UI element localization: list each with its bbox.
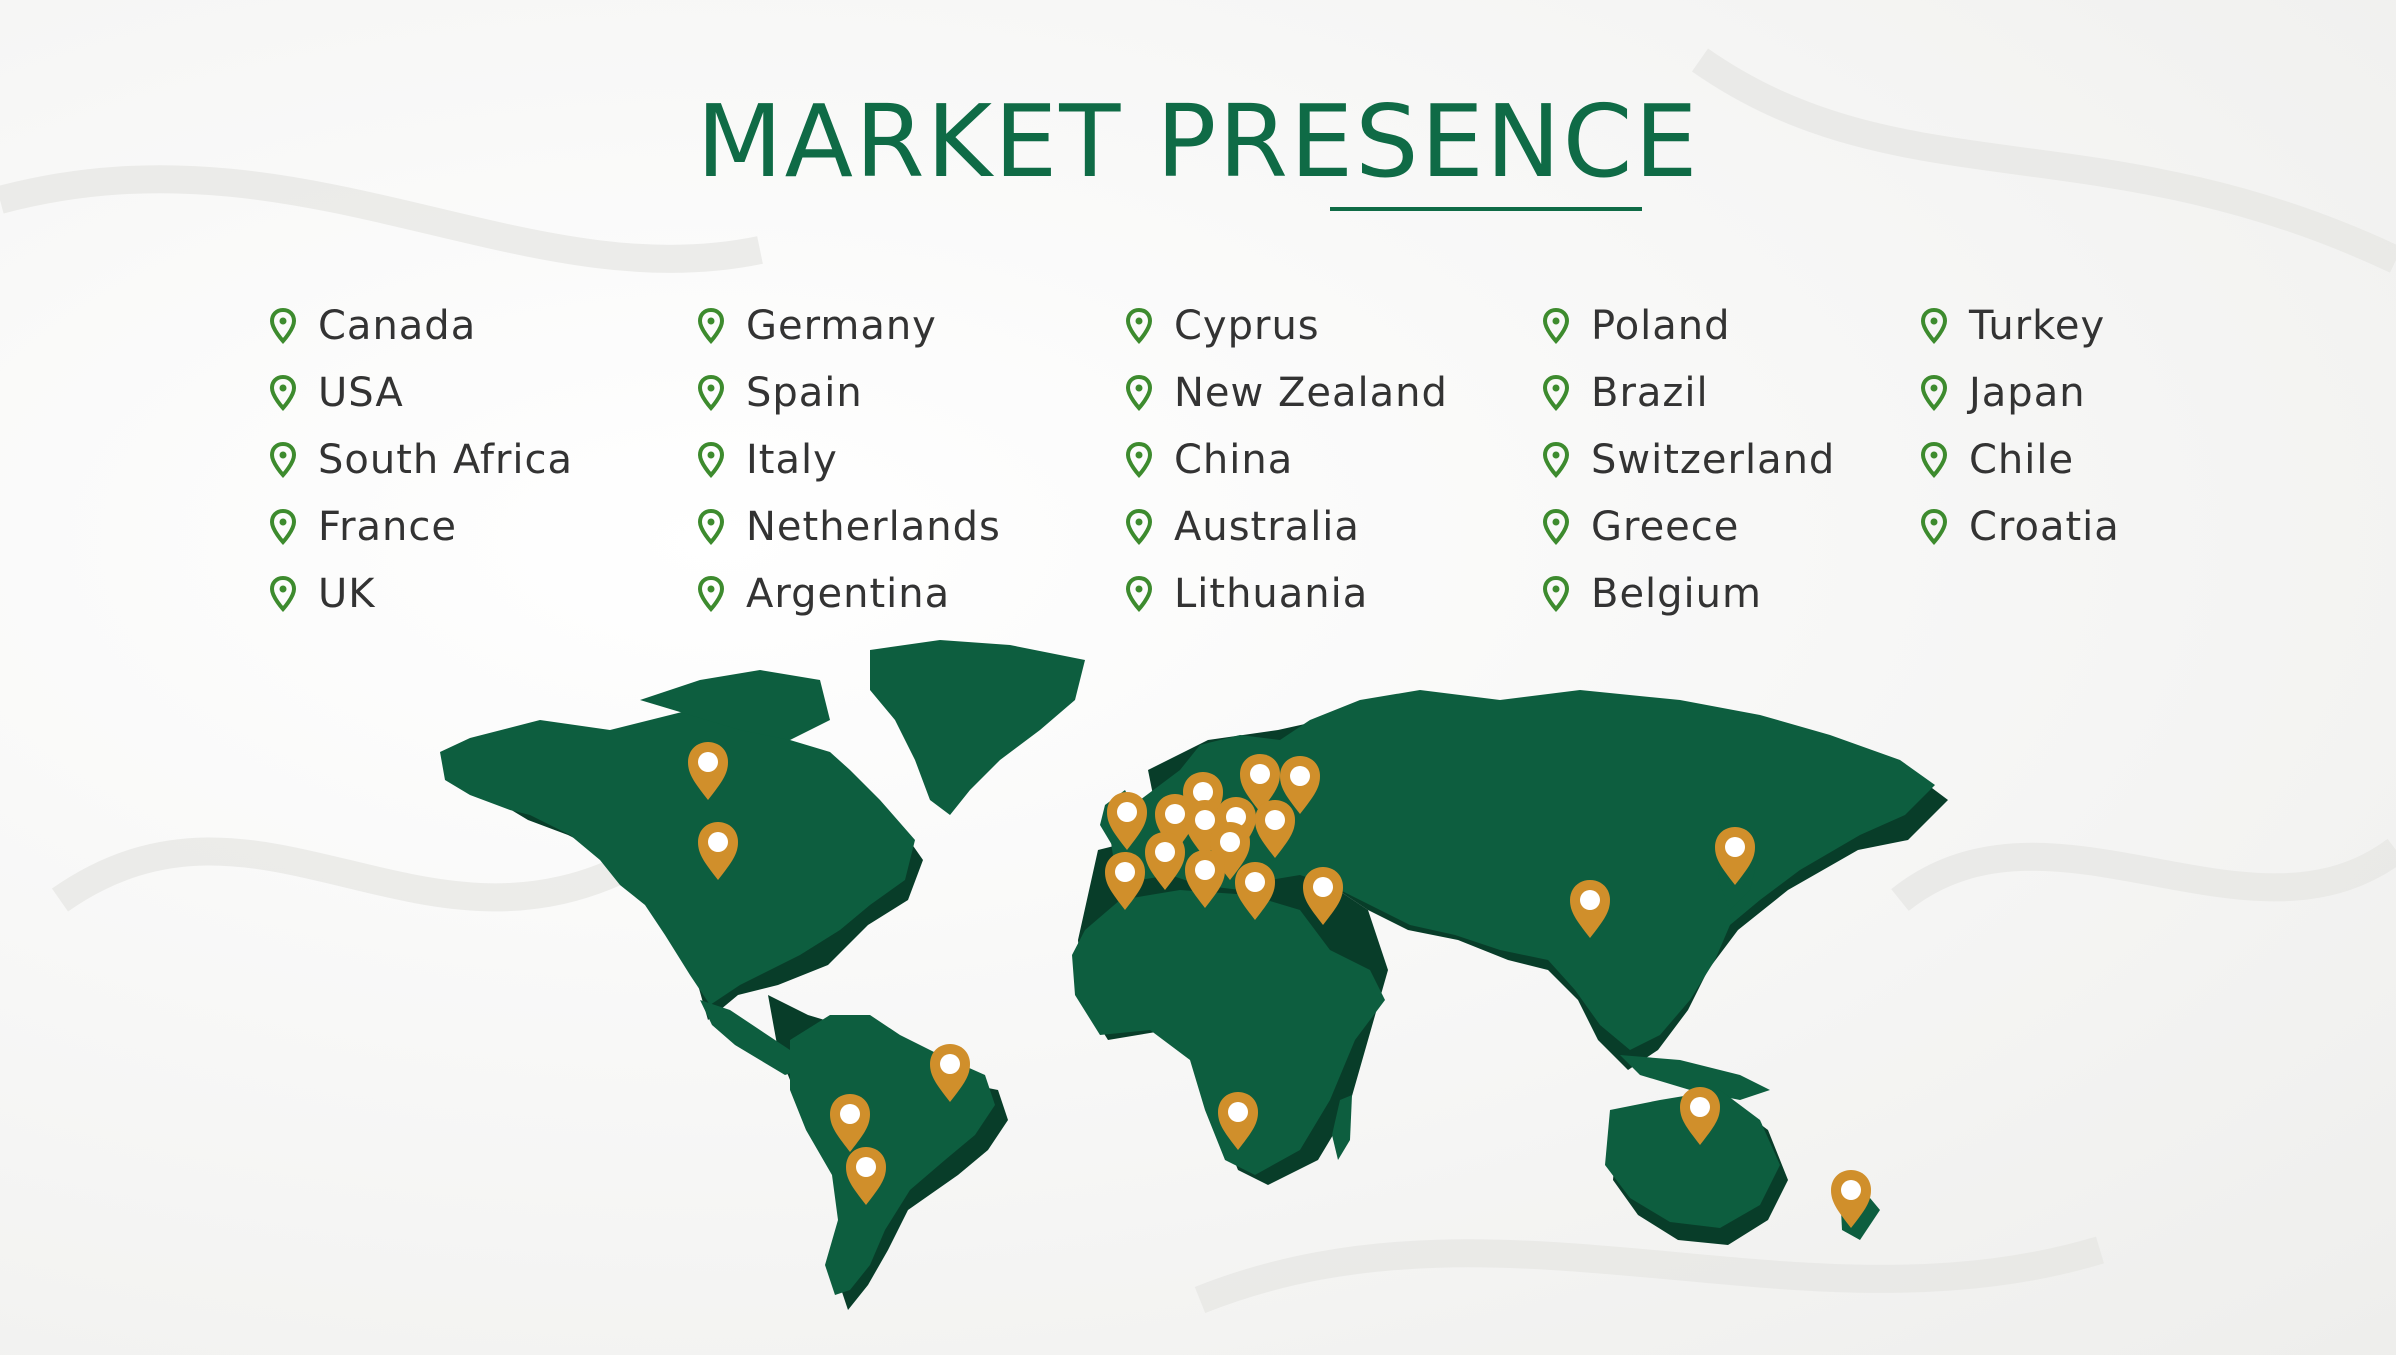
country-label: Chile bbox=[1969, 436, 2075, 483]
country-label: Poland bbox=[1591, 302, 1731, 349]
list-item: Germany bbox=[698, 292, 1001, 359]
map-pin-icon bbox=[270, 374, 296, 411]
country-label: Spain bbox=[746, 369, 863, 416]
country-label: Turkey bbox=[1969, 302, 2106, 349]
map-pin-icon bbox=[1126, 441, 1152, 478]
list-item: Japan bbox=[1921, 359, 2120, 426]
country-label: Cyprus bbox=[1174, 302, 1320, 349]
country-label: South Africa bbox=[318, 436, 574, 483]
map-pin-icon bbox=[1543, 508, 1569, 545]
country-label: USA bbox=[318, 369, 404, 416]
list-item: South Africa bbox=[270, 426, 573, 493]
country-label: Greece bbox=[1591, 503, 1740, 550]
list-item: China bbox=[1126, 426, 1448, 493]
map-pin-icon bbox=[698, 575, 724, 612]
list-item: Switzerland bbox=[1543, 426, 1835, 493]
country-column-5: Turkey Japan Chile Croatia bbox=[1921, 292, 2120, 560]
map-pin-icon bbox=[1921, 374, 1947, 411]
list-item: USA bbox=[270, 359, 573, 426]
list-item: Belgium bbox=[1543, 560, 1835, 627]
country-column-4: Poland Brazil Switzerland Greece Belgium bbox=[1543, 292, 1835, 627]
country-label: Netherlands bbox=[746, 503, 1001, 550]
country-column-2: Germany Spain Italy Netherlands Argentin… bbox=[698, 292, 1001, 627]
country-label: Australia bbox=[1174, 503, 1360, 550]
map-pin-icon bbox=[1921, 441, 1947, 478]
map-pin-icon bbox=[1126, 307, 1152, 344]
country-label: New Zealand bbox=[1174, 369, 1448, 416]
map-pin-icon bbox=[698, 441, 724, 478]
list-item: Greece bbox=[1543, 493, 1835, 560]
map-pin-icon bbox=[1921, 307, 1947, 344]
country-label: China bbox=[1174, 436, 1294, 483]
map-pin-icon bbox=[1126, 374, 1152, 411]
map-pin-icon bbox=[698, 374, 724, 411]
map-pin-icon bbox=[698, 508, 724, 545]
list-item: Netherlands bbox=[698, 493, 1001, 560]
map-landmass bbox=[440, 640, 1935, 1295]
map-pin-icon bbox=[270, 441, 296, 478]
list-item: Spain bbox=[698, 359, 1001, 426]
country-label: Italy bbox=[746, 436, 838, 483]
list-item: France bbox=[270, 493, 573, 560]
map-pin-icon bbox=[1543, 575, 1569, 612]
map-pin-icon bbox=[270, 508, 296, 545]
list-item: Cyprus bbox=[1126, 292, 1448, 359]
list-item: UK bbox=[270, 560, 573, 627]
list-item: Brazil bbox=[1543, 359, 1835, 426]
title-underline bbox=[1330, 207, 1642, 211]
country-column-1: Canada USA South Africa France UK bbox=[270, 292, 573, 627]
list-item: Lithuania bbox=[1126, 560, 1448, 627]
country-label: UK bbox=[318, 570, 376, 617]
country-label: France bbox=[318, 503, 458, 550]
country-label: Canada bbox=[318, 302, 477, 349]
map-pin-icon bbox=[1921, 508, 1947, 545]
map-pin-icon bbox=[1543, 307, 1569, 344]
list-item: Poland bbox=[1543, 292, 1835, 359]
list-item: Canada bbox=[270, 292, 573, 359]
country-label: Japan bbox=[1969, 369, 2086, 416]
map-pin-icon bbox=[270, 307, 296, 344]
country-label: Croatia bbox=[1969, 503, 2120, 550]
map-pin-icon bbox=[1543, 374, 1569, 411]
map-pin-icon bbox=[1126, 575, 1152, 612]
country-label: Belgium bbox=[1591, 570, 1762, 617]
map-pin-icon bbox=[270, 575, 296, 612]
country-label: Brazil bbox=[1591, 369, 1709, 416]
list-item: Australia bbox=[1126, 493, 1448, 560]
map-pin-icon bbox=[1543, 441, 1569, 478]
country-label: Germany bbox=[746, 302, 937, 349]
list-item: Turkey bbox=[1921, 292, 2120, 359]
country-column-3: Cyprus New Zealand China Australia Lithu… bbox=[1126, 292, 1448, 627]
country-label: Switzerland bbox=[1591, 436, 1836, 483]
list-item: Chile bbox=[1921, 426, 2120, 493]
list-item: Croatia bbox=[1921, 493, 2120, 560]
page-title: MARKET PRESENCE bbox=[696, 83, 1700, 200]
list-item: New Zealand bbox=[1126, 359, 1448, 426]
country-label: Argentina bbox=[746, 570, 951, 617]
map-pin-icon bbox=[1126, 508, 1152, 545]
country-label: Lithuania bbox=[1174, 570, 1369, 617]
list-item: Italy bbox=[698, 426, 1001, 493]
list-item: Argentina bbox=[698, 560, 1001, 627]
map-pin-icon bbox=[698, 307, 724, 344]
